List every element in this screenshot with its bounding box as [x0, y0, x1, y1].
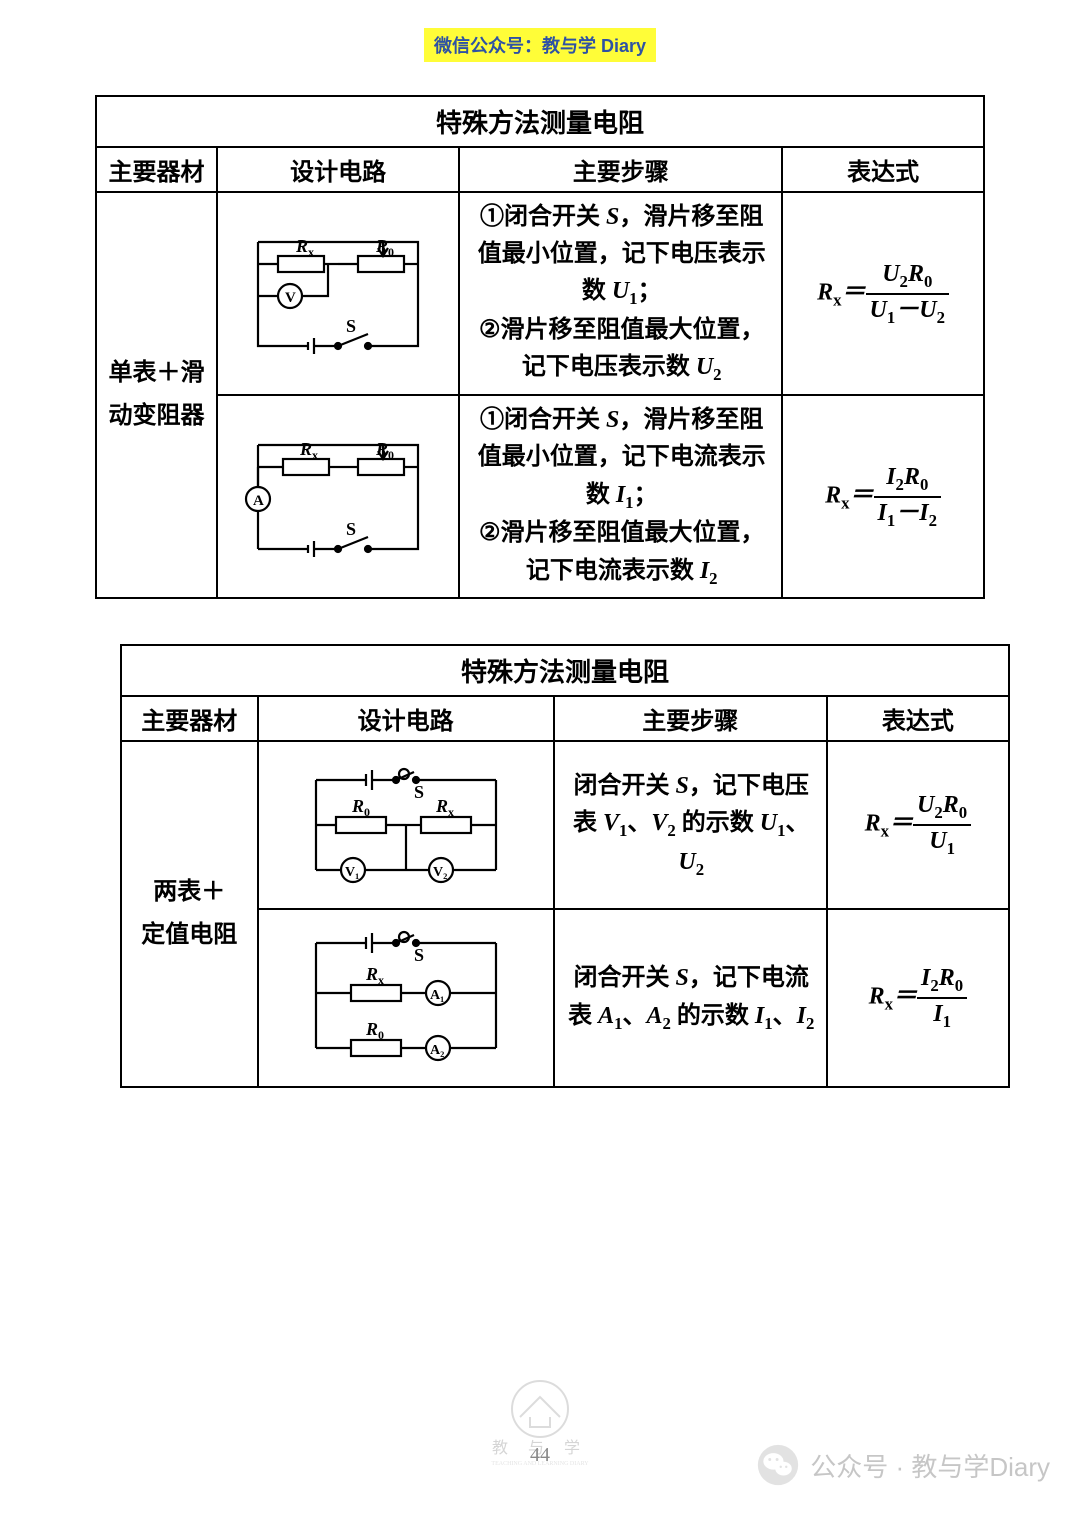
steps-1b: ①闭合开关 S，滑片移至阻值最小位置，记下电流表示数 I1； ②滑片移至阻值最大… — [459, 395, 782, 598]
table-2-h0: 主要器材 — [121, 696, 258, 741]
table-2: 特殊方法测量电阻 主要器材 设计电路 主要步骤 表达式 两表＋定值电阻 — [120, 644, 1010, 1088]
svg-text:教 与 学: 教 与 学 — [492, 1439, 588, 1457]
circuit-diagram-ammeter: Rx R0 A S — [228, 427, 448, 567]
table-2-h1: 设计电路 — [258, 696, 554, 741]
table-1-equipment: 单表＋滑动变阻器 — [96, 192, 217, 598]
svg-text:V: V — [285, 290, 296, 306]
steps-2b: 闭合开关 S，记下电流表 A1、A2 的示数 I1、I2 — [554, 909, 827, 1087]
wechat-text: 公众号 · 教与学Diary — [810, 1447, 1050, 1484]
circuit-cell-2a: S R0 Rx V₁ V₂ — [258, 741, 554, 909]
equip-text: 单表＋滑动变阻器 — [109, 360, 205, 429]
svg-text:V₂: V₂ — [433, 865, 447, 880]
svg-text:0: 0 — [388, 245, 394, 259]
equip-text-2: 两表＋定值电阻 — [141, 879, 237, 948]
table-row: Rx R0 A S ①闭合开关 S，滑片移至阻值最小位置，记下电流表示数 I1；… — [96, 395, 984, 598]
table-2-equipment: 两表＋定值电阻 — [121, 741, 258, 1087]
svg-text:R: R — [295, 236, 308, 256]
svg-text:x: x — [312, 448, 318, 462]
svg-text:R: R — [375, 236, 388, 256]
table-1-h3: 表达式 — [782, 147, 984, 192]
svg-text:A₂: A₂ — [430, 1043, 444, 1058]
table-2-h3: 表达式 — [827, 696, 1009, 741]
table-row: 两表＋定值电阻 — [121, 741, 1009, 909]
wechat-icon — [756, 1443, 800, 1487]
table-2-h2: 主要步骤 — [554, 696, 827, 741]
svg-text:R: R — [435, 796, 448, 816]
svg-text:0: 0 — [364, 805, 370, 819]
expr-1b: Rx＝I2R0I1－I2 — [782, 395, 984, 598]
svg-text:x: x — [308, 245, 314, 259]
svg-text:S: S — [346, 316, 356, 336]
svg-text:R: R — [351, 796, 364, 816]
table-1: 特殊方法测量电阻 主要器材 设计电路 主要步骤 表达式 单表＋滑动变阻器 — [95, 95, 985, 599]
svg-text:R: R — [375, 439, 388, 459]
main-content: 特殊方法测量电阻 主要器材 设计电路 主要步骤 表达式 单表＋滑动变阻器 — [95, 95, 985, 1088]
svg-text:S: S — [346, 519, 356, 539]
table-1-h0: 主要器材 — [96, 147, 217, 192]
circuit-cell-1b: Rx R0 A S — [217, 395, 459, 598]
svg-text:0: 0 — [388, 448, 394, 462]
logo-icon: 教 与 学 TEACHING AND LEARNING DIARY — [480, 1377, 600, 1467]
svg-text:R: R — [299, 439, 312, 459]
wechat-watermark: 公众号 · 教与学Diary — [756, 1443, 1050, 1487]
expr-2a: Rx＝U2R0U1 — [827, 741, 1009, 909]
table-2-title-row: 特殊方法测量电阻 — [121, 645, 1009, 696]
table-2-title: 特殊方法测量电阻 — [121, 645, 1009, 696]
table-1-title-row: 特殊方法测量电阻 — [96, 96, 984, 147]
circuit-diagram-voltmeter: Rx R0 V S — [228, 224, 448, 364]
circuit-diagram-two-voltmeters: S R0 Rx V₁ V₂ — [286, 750, 526, 900]
circuit-cell-1a: Rx R0 V S — [217, 192, 459, 395]
table-1-header-row: 主要器材 设计电路 主要步骤 表达式 — [96, 147, 984, 192]
svg-text:V₁: V₁ — [345, 865, 359, 880]
svg-text:R: R — [365, 964, 378, 984]
svg-text:R: R — [365, 1019, 378, 1039]
steps-1a: ①闭合开关 S，滑片移至阻值最小位置，记下电压表示数 U1； ②滑片移至阻值最大… — [459, 192, 782, 395]
svg-text:A: A — [253, 493, 264, 509]
circuit-cell-2b: S Rx R0 A₁ A₂ — [258, 909, 554, 1087]
expr-2b: Rx＝I2R0I1 — [827, 909, 1009, 1087]
steps-2a: 闭合开关 S，记下电压表 V1、V2 的示数 U1、U2 — [554, 741, 827, 909]
svg-text:S: S — [414, 945, 424, 965]
table-1-h2: 主要步骤 — [459, 147, 782, 192]
svg-text:TEACHING AND LEARNING DIARY: TEACHING AND LEARNING DIARY — [491, 1461, 589, 1467]
table-row: 单表＋滑动变阻器 — [96, 192, 984, 395]
table-1-h1: 设计电路 — [217, 147, 459, 192]
circuit-diagram-two-ammeters: S Rx R0 A₁ A₂ — [286, 918, 526, 1078]
watermark-logo: 教 与 学 TEACHING AND LEARNING DIARY — [480, 1377, 600, 1472]
expr-1a: Rx＝U2R0U1－U2 — [782, 192, 984, 395]
table-2-header-row: 主要器材 设计电路 主要步骤 表达式 — [121, 696, 1009, 741]
svg-text:S: S — [414, 782, 424, 802]
table-1-title: 特殊方法测量电阻 — [96, 96, 984, 147]
svg-text:A₁: A₁ — [430, 988, 444, 1003]
header-badge: 微信公众号：教与学 Diary — [424, 28, 656, 62]
svg-text:x: x — [448, 805, 454, 819]
svg-text:0: 0 — [378, 1028, 384, 1042]
svg-text:x: x — [378, 973, 384, 987]
